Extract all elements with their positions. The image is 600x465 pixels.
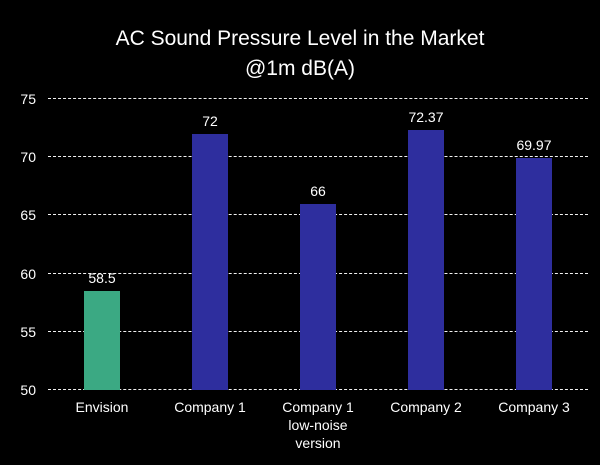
- gridline: [48, 156, 588, 158]
- x-tick-label: Company 1 low-noise version: [282, 399, 354, 452]
- y-tick-label: 65: [20, 207, 36, 224]
- y-tick-label: 50: [20, 382, 36, 398]
- x-tick-label: Company 1: [174, 399, 246, 415]
- chart-title-line2: @1m dB(A): [244, 57, 355, 81]
- plot-area: 58.5 72 66 72.37 69.97: [48, 98, 588, 390]
- bar-company-2: [408, 129, 444, 390]
- bar-company-1-low-noise-version: [300, 203, 336, 390]
- gridline: [48, 98, 588, 99]
- x-tick-label: Company 2: [390, 399, 462, 415]
- bar-value-label: 72: [202, 112, 218, 129]
- x-axis: Envision Company 1 Company 1 low-noise ver…: [48, 398, 588, 458]
- bar-company-3: [516, 157, 552, 390]
- y-axis: 50 55 60 65 70 75: [0, 91, 42, 398]
- x-tick-label: Envision: [75, 399, 129, 415]
- y-tick-label: 75: [20, 91, 36, 107]
- bar-value-label: 72.37: [408, 108, 444, 125]
- x-tick-label: Company 3: [498, 399, 570, 415]
- bar-value-label: 66: [310, 182, 326, 199]
- y-tick-label: 70: [20, 149, 36, 166]
- bar-value-label: 58.5: [88, 270, 116, 287]
- bar-value-label: 69.97: [516, 136, 552, 153]
- chart-title: AC Sound Pressure Level in the Market @1…: [0, 24, 600, 85]
- chart-title-line1: AC Sound Pressure Level in the Market: [115, 27, 485, 50]
- bar-envision: [84, 291, 120, 390]
- y-tick-label: 60: [20, 265, 36, 282]
- bar-company-1: [192, 133, 228, 390]
- y-tick-label: 55: [20, 323, 36, 340]
